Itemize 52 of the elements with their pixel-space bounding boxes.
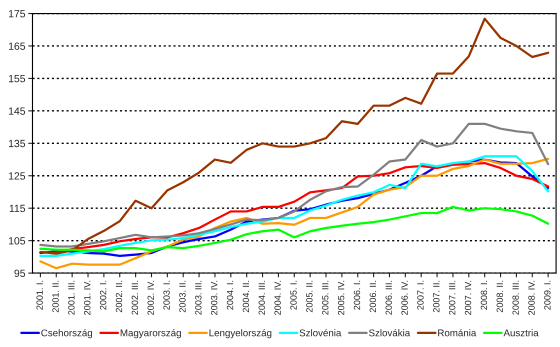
y-tick-label: 165 [8, 42, 26, 50]
x-tick-label: 2007. III. [448, 280, 456, 315]
x-tick-label: 2008. IV. [528, 280, 535, 315]
y-tick-label: 135 [8, 140, 26, 148]
legend-label: Szlovákia [369, 329, 410, 336]
x-tick-label: 2006. IV. [401, 280, 408, 315]
x-tick-label: 2008. III. [512, 280, 519, 315]
x-tick-label: 2005. III. [322, 280, 328, 315]
x-tick-label: 2003. II. [179, 280, 186, 312]
x-tick-label: 2002. II. [116, 280, 122, 312]
line-series [39, 122, 550, 248]
x-tick-label: 2004. IV. [274, 280, 281, 315]
x-tick-label: 2009. I. [544, 280, 551, 310]
x-tick-label: 2005. II. [306, 280, 313, 312]
legend-label: Magyarország [120, 329, 181, 338]
x-tick-label: 2002. I. [100, 280, 106, 310]
y-tick-label: 105 [8, 237, 26, 245]
x-tick-label: 2004. I. [226, 280, 234, 310]
legend-label: Ausztria [504, 329, 539, 336]
x-tick-label: 2001. IV. [84, 280, 90, 315]
legend-label: Szlovénia [300, 329, 342, 336]
x-tick-label: 2002. III. [132, 280, 138, 315]
y-tick-label: 95 [14, 270, 26, 277]
x-tick-label: 2007. II. [433, 280, 440, 312]
x-tick-label: 2006. III. [386, 280, 392, 315]
y-tick-label: 145 [8, 107, 26, 115]
x-tick-label: 2006. II. [370, 280, 376, 312]
x-tick-label: 2003. I. [163, 280, 170, 310]
line-series [39, 206, 550, 252]
x-tick-label: 2003. III. [195, 280, 202, 315]
line-series [39, 18, 550, 255]
x-tick-label: 2005. I. [290, 280, 297, 310]
x-tick-label: 2001. III. [68, 280, 75, 315]
y-tick-label: 125 [8, 172, 26, 180]
x-tick-label: 2004. II. [242, 280, 250, 312]
x-tick-label: 2006. I. [354, 280, 360, 310]
legend-label: Lengyelország [210, 329, 272, 338]
y-tick-label: 155 [8, 75, 26, 82]
x-tick-label: 2008. II. [496, 280, 503, 312]
legend-label: Románia [438, 329, 476, 336]
x-tick-label: 2003. IV. [210, 280, 218, 315]
x-tick-label: 2001. I. [36, 280, 43, 310]
x-tick-label: 2005. IV. [338, 280, 344, 315]
x-tick-label: 2007. IV. [464, 280, 472, 315]
x-tick-label: 2002. IV. [148, 280, 154, 315]
x-tick-label: 2004. III. [258, 280, 265, 315]
legend-label: Csehország [41, 329, 92, 338]
x-tick-label: 2008. I. [480, 280, 488, 310]
x-tick-label: 2001. II. [52, 280, 59, 312]
y-tick-label: 175 [8, 10, 26, 18]
y-tick-label: 115 [10, 204, 26, 212]
x-tick-label: 2007. I. [417, 280, 424, 310]
